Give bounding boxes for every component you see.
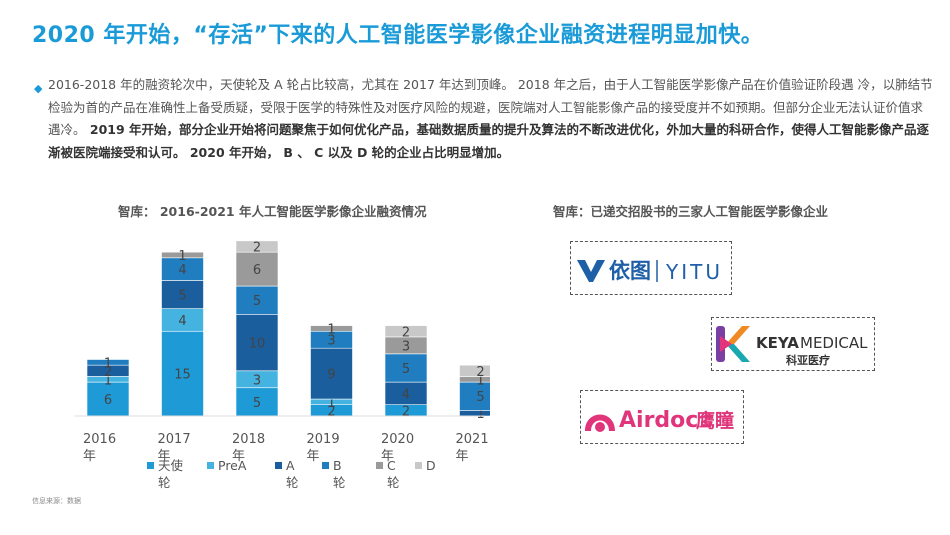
data-label-2021年-C轮: 1: [476, 373, 484, 388]
keya-medical-logo: KEYA MEDICAL 科亚医疗: [711, 317, 875, 371]
bar-segment-2020年-D: [384, 325, 428, 338]
data-label-2018年-C轮: 6: [253, 263, 261, 278]
yitu-logo-graphic: 依图 YITU: [577, 259, 723, 284]
data-label-2018年-B轮: 5: [253, 294, 261, 309]
airdoc-logo-graphic: Airdoc 鹰瞳: [585, 408, 734, 433]
category-label-4: 2020 年: [381, 432, 414, 464]
bar-segment-2021年-D: [459, 364, 490, 377]
airdoc-chinese-name: 鹰瞳: [696, 409, 734, 432]
summary-text: 2016-2018 年的融资轮次中，天使轮及 A 轮占比较高，尤其在 2017 …: [48, 74, 934, 164]
airdoc-english-name: Airdoc: [619, 408, 698, 433]
data-label-2019年-A轮: 9: [327, 368, 335, 383]
bar-segment-2021年-A轮: [459, 410, 490, 417]
legend-swatch-天使轮: [147, 462, 154, 469]
data-label-2016年-B轮: 1: [104, 356, 112, 371]
legend-label-天使轮: 天使轮: [158, 458, 184, 490]
legend-label-D: D: [426, 458, 436, 473]
keya-english-name-2: MEDICAL: [800, 334, 868, 352]
summary-text-part2: 2019 年开始，部分企业开始将问题聚焦于如何优化产品，基础数据质量的提升及算法…: [48, 122, 930, 160]
data-label-2021年-B轮: 5: [476, 390, 484, 405]
data-label-2019年-C轮: 1: [327, 322, 335, 337]
bar-segment-2016年-B轮: [86, 359, 130, 366]
bar-segment-2019年-C轮: [310, 325, 353, 332]
legend-swatch-A轮: [275, 462, 282, 469]
data-label-2018年-PreA: 3: [253, 373, 261, 388]
yitu-logo: 依图 YITU: [570, 241, 732, 295]
airdoc-logo: Airdoc 鹰瞳: [580, 390, 744, 444]
data-label-2017年-PreA: 4: [178, 314, 186, 329]
yitu-english-name: YITU: [665, 260, 723, 284]
yitu-chinese-name: 依图: [609, 259, 651, 283]
data-label-2019年-B轮: 3: [327, 334, 335, 349]
data-label-2017年-天使轮: 15: [174, 368, 191, 383]
yitu-v-mark-icon: [577, 260, 605, 282]
data-label-2019年-天使轮: 2: [327, 404, 335, 419]
source-note: 信息来源：数据: [32, 497, 81, 505]
data-label-2020年-天使轮: 2: [402, 404, 410, 419]
data-label-2020年-B轮: 5: [402, 362, 410, 377]
data-label-2017年-C轮: 1: [178, 249, 186, 264]
chart-subtitle: 智库： 2016-2021 年人工智能医学影像企业融资情况: [118, 204, 427, 219]
data-label-2019年-PreA: 1: [327, 396, 335, 411]
keya-k-mark-icon: [716, 326, 750, 362]
legend-label-PreA: PreA: [218, 458, 247, 473]
data-label-2016年-PreA: 1: [104, 373, 112, 388]
bar-segment-2017年-C轮: [161, 251, 204, 259]
bar-segment-2021年-C轮: [459, 376, 490, 383]
legend-swatch-B轮: [322, 462, 329, 469]
data-label-2021年-A轮: 1: [476, 407, 484, 422]
category-label-5: 2021 年: [456, 432, 489, 464]
bar-segment-2016年-天使轮: [86, 381, 130, 417]
bar-segment-2018年-C轮: [235, 251, 279, 287]
keya-english-name-1: KEYA: [756, 334, 799, 352]
data-label-2018年-D: 2: [253, 241, 261, 256]
logos-subtitle: 智库：已递交招股书的三家人工智能医学影像企业: [553, 204, 829, 219]
legend-swatch-D: [415, 462, 422, 469]
data-label-2017年-B轮: 4: [178, 263, 186, 278]
category-label-1: 2017 年: [158, 432, 191, 464]
data-label-2016年-A轮: 2: [104, 365, 112, 380]
data-label-2020年-D: 2: [402, 325, 410, 340]
summary-text-part1: 2016-2018 年的融资轮次中，天使轮及 A 轮占比较高，尤其在 2017 …: [48, 77, 933, 137]
diamond-bullet-icon: ◆: [34, 82, 43, 95]
bar-segment-2018年-D: [235, 240, 279, 253]
legend-swatch-C轮: [376, 462, 383, 469]
category-label-0: 2016 年: [83, 432, 116, 464]
page-title: 2020 年开始，“存活”下来的人工智能医学影像企业融资进程明显加快。: [32, 23, 764, 48]
data-label-2021年-D: 2: [476, 365, 484, 380]
keya-logo-graphic: KEYA MEDICAL 科亚医疗: [716, 326, 868, 367]
bar-segment-2019年-A轮: [310, 347, 353, 400]
data-label-2020年-C轮: 3: [402, 339, 410, 354]
keya-chinese-name: 科亚医疗: [786, 353, 830, 367]
bar-segment-2017年-天使轮: [161, 330, 204, 417]
bar-segment-2021年-B轮: [459, 381, 490, 411]
category-label-3: 2019 年: [307, 432, 340, 464]
data-label-2016年-天使轮: 6: [104, 393, 112, 408]
data-label-2017年-A轮: 5: [178, 289, 186, 304]
data-label-2018年-天使轮: 5: [253, 396, 261, 411]
bar-segment-2018年-B轮: [235, 285, 279, 315]
data-label-2018年-A轮: 10: [249, 337, 266, 352]
data-label-2020年-A轮: 4: [402, 387, 410, 402]
category-label-2: 2018 年: [232, 432, 265, 464]
bar-segment-2020年-B轮: [384, 353, 428, 383]
summary-paragraph: ◆ 2016-2018 年的融资轮次中，天使轮及 A 轮占比较高，尤其在 201…: [34, 74, 934, 164]
legend-swatch-PreA: [207, 462, 214, 469]
airdoc-eye-mark-icon: [585, 414, 615, 432]
